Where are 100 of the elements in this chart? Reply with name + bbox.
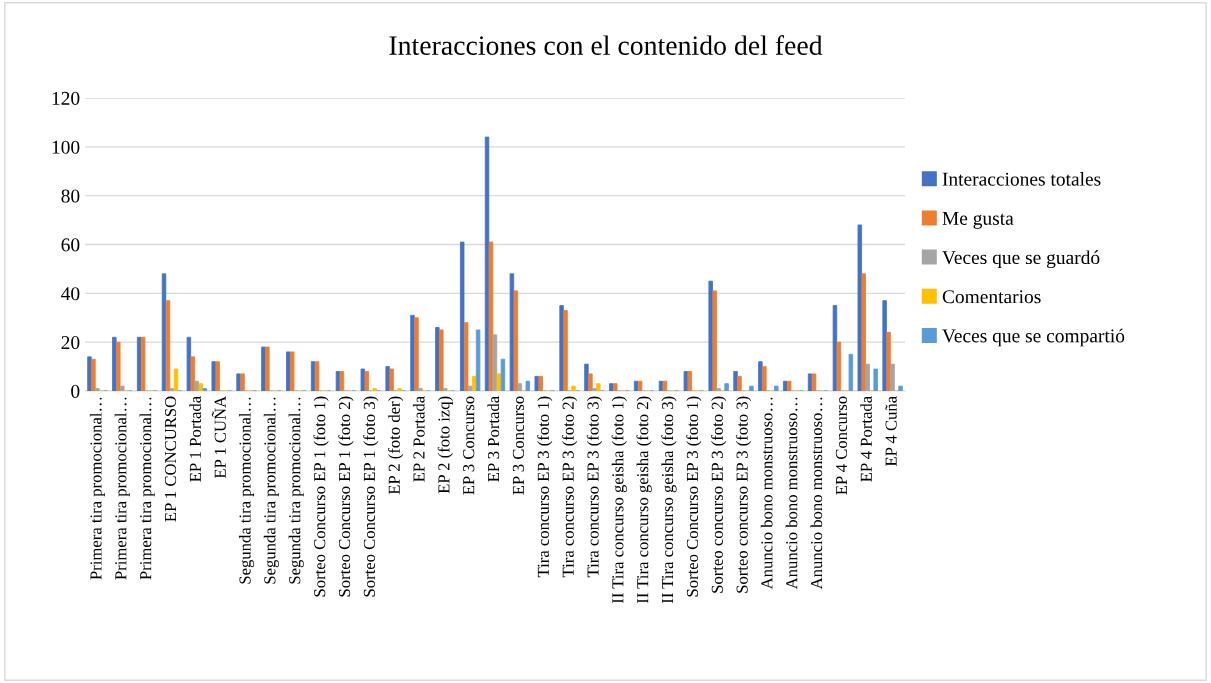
bar xyxy=(774,385,779,391)
chart-title: Interacciones con el contenido del feed xyxy=(389,35,823,55)
bar xyxy=(484,136,490,391)
x-tick-label: Sorteo concurso EP 3 (foto 2) xyxy=(710,396,727,593)
bar xyxy=(265,346,270,391)
bar xyxy=(198,383,203,391)
bar xyxy=(687,371,693,391)
bar xyxy=(500,358,506,391)
bar xyxy=(865,363,870,391)
bar xyxy=(310,361,316,391)
bar xyxy=(418,388,423,391)
bar xyxy=(389,368,394,391)
bar xyxy=(513,290,519,391)
x-tick-label: II Tira concurso geisha (foto 2) xyxy=(636,396,652,604)
bar xyxy=(414,317,419,391)
bar xyxy=(372,388,377,391)
y-tick-label: 40 xyxy=(61,287,80,301)
y-tick-label: 120 xyxy=(52,91,80,105)
legend-label: Me gusta xyxy=(942,211,1014,229)
bar xyxy=(364,371,369,391)
bar xyxy=(95,388,100,391)
x-tick-label: EP 4 Portada xyxy=(860,396,872,482)
bar xyxy=(534,375,539,391)
bar xyxy=(861,273,866,391)
bar xyxy=(609,383,614,391)
x-tick-label: Primera tira promocional… xyxy=(89,397,105,580)
bar xyxy=(261,346,266,391)
bar xyxy=(435,327,440,391)
x-tick-label: Anuncio bono monstruoso… xyxy=(760,397,773,590)
x-tick-label: Sorteo concurso EP 3 (foto 3) xyxy=(735,396,752,593)
bar xyxy=(848,353,854,391)
x-tick-label: Sorteo Concurso EP 1 (foto 1) xyxy=(313,396,329,597)
bar xyxy=(496,373,502,391)
bar xyxy=(708,280,713,391)
legend-label: Veces que se guardó xyxy=(942,250,1100,269)
bar xyxy=(873,368,878,391)
bar xyxy=(716,388,721,391)
bar xyxy=(467,385,473,391)
x-tick-label: EP 1 Portada xyxy=(189,396,201,482)
bar xyxy=(857,224,862,391)
bar xyxy=(588,373,593,391)
bar xyxy=(194,380,200,391)
bar xyxy=(190,356,196,391)
bar xyxy=(807,373,813,391)
bar xyxy=(286,351,291,391)
bar xyxy=(613,383,618,391)
bar xyxy=(836,341,842,391)
y-tick-label: 80 xyxy=(61,189,80,203)
bar xyxy=(898,385,903,391)
bar xyxy=(683,371,689,391)
bar xyxy=(161,273,167,391)
bar xyxy=(211,361,216,391)
bar xyxy=(538,375,543,391)
bar xyxy=(783,380,788,391)
x-tick-label: EP 3 Portada xyxy=(487,396,500,482)
bar xyxy=(459,241,465,391)
y-tick-label: 0 xyxy=(71,384,80,398)
bar xyxy=(215,361,220,391)
x-tick-label: EP 2 Portada xyxy=(412,396,425,482)
bar xyxy=(91,358,96,391)
bar xyxy=(559,305,564,391)
bar xyxy=(443,388,448,391)
bar xyxy=(584,363,589,391)
bar xyxy=(712,290,717,391)
x-tick-label: Primera tira promocional… xyxy=(114,397,130,580)
bar xyxy=(811,373,817,391)
bar xyxy=(173,368,179,391)
x-tick-label: Segunda tira promocional… xyxy=(263,397,279,584)
bar xyxy=(592,388,597,391)
bar xyxy=(488,241,494,391)
bar xyxy=(525,380,531,391)
bar xyxy=(290,351,295,391)
bar xyxy=(471,375,477,391)
bar xyxy=(787,380,792,391)
legend-label: Interacciones totales xyxy=(942,172,1101,186)
x-tick-label: EP 4 Concurso xyxy=(835,396,848,495)
x-tick-label: EP 3 Concurso xyxy=(463,396,475,495)
bar xyxy=(136,336,142,391)
bar xyxy=(758,361,763,391)
x-tick-label: Sorteo Concurso EP 1 (foto 3) xyxy=(363,396,379,597)
bar xyxy=(749,385,754,391)
x-tick-label: EP 1 CONCURSO xyxy=(164,396,177,522)
bar xyxy=(637,380,643,391)
x-tick-label: Primera tira promocional… xyxy=(139,397,155,580)
bar xyxy=(762,366,767,391)
x-tick-label: Tira concurso EP 3 (foto 2) xyxy=(561,396,578,578)
bar xyxy=(236,373,241,391)
x-tick-label: EP 2 (foto der) xyxy=(387,396,404,495)
bar xyxy=(202,388,207,391)
bar xyxy=(737,375,742,391)
bar xyxy=(339,371,345,391)
x-tick-label: EP 3 Concurso xyxy=(512,396,525,495)
bar xyxy=(662,380,668,391)
bar xyxy=(87,356,92,391)
x-tick-label: Anuncio bono monstruoso… xyxy=(785,397,798,590)
bar xyxy=(120,385,125,391)
x-tick-label: EP 4 Cuña xyxy=(885,396,897,467)
y-tick-label: 60 xyxy=(61,238,80,252)
bar xyxy=(240,373,245,391)
bar xyxy=(509,273,515,391)
